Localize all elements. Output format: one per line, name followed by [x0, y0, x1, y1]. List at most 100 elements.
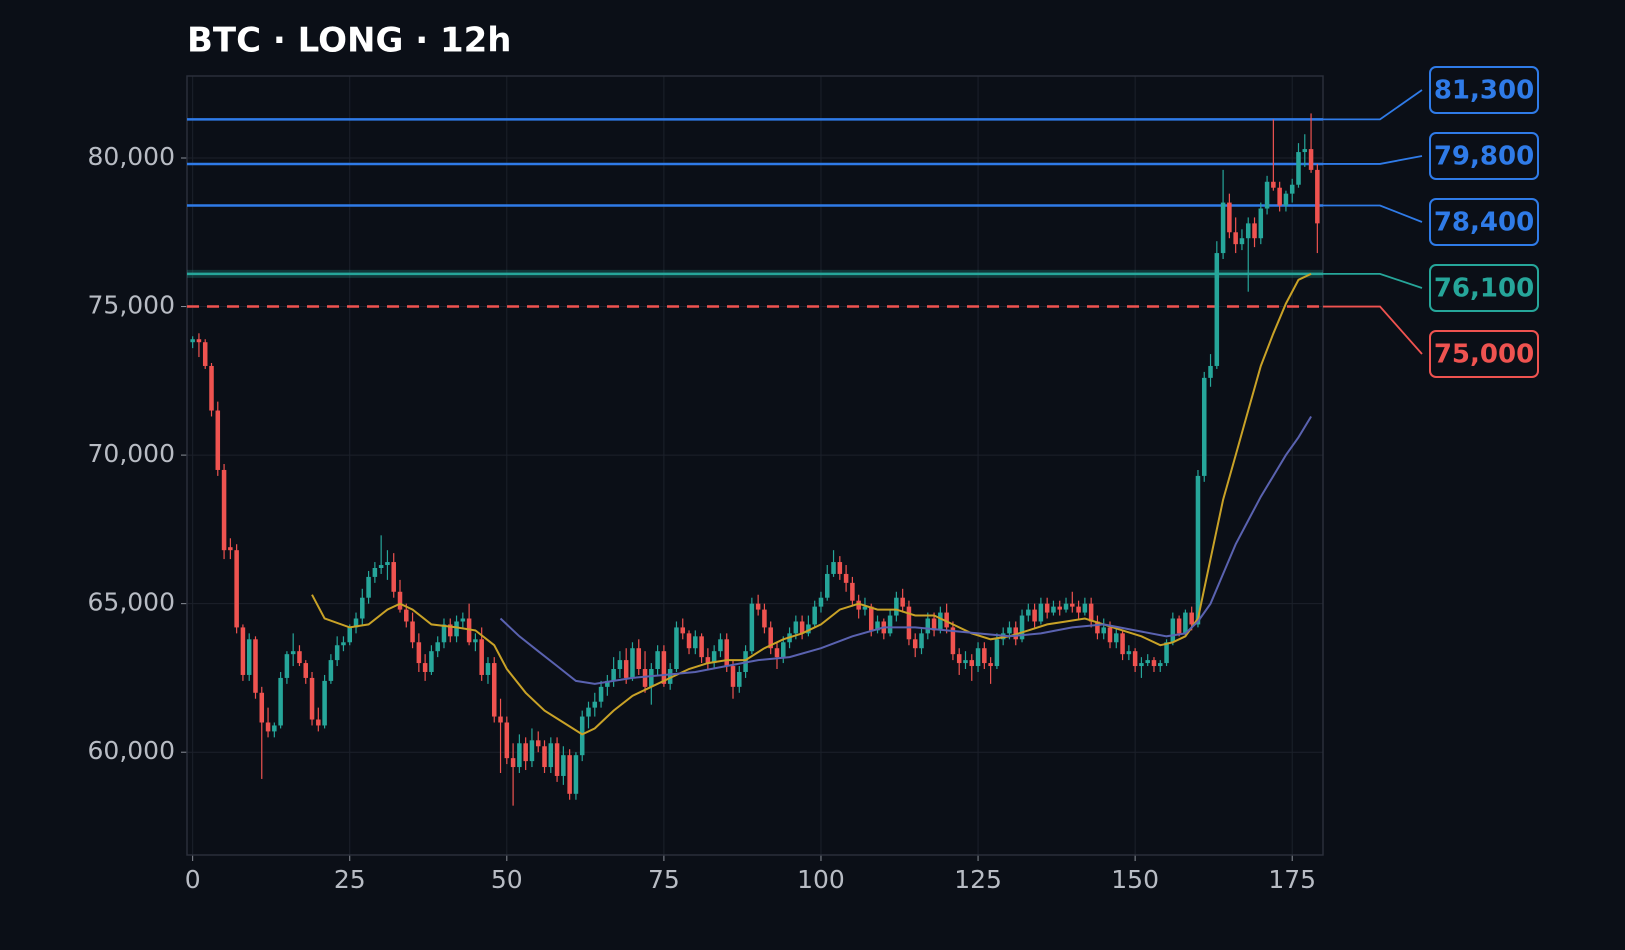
candle-body — [755, 603, 761, 610]
candle-body — [762, 609, 767, 628]
candle-body — [510, 758, 516, 768]
candle-body — [215, 410, 221, 470]
level-label: 79,800 — [1434, 142, 1534, 172]
candle-body — [887, 615, 893, 634]
x-tick-label: 25 — [334, 865, 366, 894]
candle-body — [385, 562, 390, 566]
candle-body — [1233, 232, 1238, 245]
candle-body — [699, 636, 704, 658]
candle-body — [950, 627, 956, 655]
candle-body — [272, 725, 277, 732]
candle-body — [1101, 627, 1106, 634]
candle-body — [906, 606, 912, 640]
candle-body — [605, 680, 610, 687]
moving-average — [499, 415, 1312, 685]
candle-body — [234, 550, 239, 628]
candle-body — [573, 755, 579, 794]
candle-body — [1271, 181, 1276, 188]
y-tick-label: 65,000 — [88, 588, 175, 617]
candle-body — [441, 624, 447, 643]
candle-body — [491, 663, 497, 717]
candle-body — [781, 642, 786, 658]
candle-body — [1189, 612, 1194, 625]
candle-body — [397, 591, 403, 610]
candle-body — [372, 568, 378, 577]
candle-body — [686, 633, 692, 649]
candle-body — [448, 624, 453, 637]
candle-body — [202, 342, 208, 366]
chart-title: BTC · LONG · 12h — [187, 21, 511, 61]
candle-body — [931, 618, 937, 631]
candle-body — [391, 562, 396, 592]
candle-body — [1170, 618, 1176, 643]
candle-body — [1258, 208, 1264, 239]
candle-body — [523, 743, 528, 762]
candle-body — [246, 639, 252, 675]
x-tick-label: 50 — [491, 865, 523, 894]
candle-body — [818, 597, 824, 607]
candle-body — [630, 648, 635, 678]
candle-body — [667, 669, 673, 684]
candle-body — [1139, 663, 1144, 667]
candle-body — [680, 627, 686, 634]
candle-body — [1019, 615, 1025, 640]
candle-body — [850, 582, 855, 601]
candle-body — [1164, 642, 1169, 664]
candle-body — [875, 621, 880, 631]
level-label: 78,400 — [1434, 208, 1534, 238]
candle-body — [1114, 633, 1119, 643]
candle-body — [1082, 603, 1088, 613]
candle-body — [529, 740, 535, 762]
candle-body — [284, 654, 290, 678]
level-label-box — [1429, 198, 1539, 246]
candle-body — [982, 648, 987, 664]
level-connector — [1323, 89, 1423, 121]
x-tick-label: 100 — [797, 865, 845, 894]
candle-body — [994, 639, 1000, 667]
x-tick-label: 125 — [954, 865, 1002, 894]
plot-frame — [186, 75, 1324, 856]
candle-body — [485, 663, 491, 675]
candle-body — [1264, 181, 1270, 209]
candle-body — [240, 627, 246, 675]
level-connector — [1323, 155, 1423, 165]
candle-body — [799, 621, 805, 634]
candle-body — [378, 565, 384, 568]
candle-body — [1315, 169, 1320, 224]
candle-body — [938, 612, 943, 631]
candle-body — [730, 666, 736, 687]
candle-body — [309, 677, 315, 720]
candle-body — [416, 642, 422, 664]
candle-body — [1289, 184, 1295, 194]
candle-body — [975, 648, 981, 667]
level-label-box — [1429, 66, 1539, 114]
candle-body — [1063, 603, 1069, 610]
candle-body — [228, 547, 233, 551]
candle-body — [705, 657, 711, 664]
candle-body — [1195, 475, 1201, 625]
candle-body — [1107, 627, 1113, 643]
candle-body — [1245, 223, 1251, 239]
candle-body — [824, 573, 830, 598]
candle-body — [366, 576, 371, 598]
candle-body — [479, 639, 484, 675]
level-connector — [1323, 305, 1423, 355]
candle-body — [623, 660, 629, 678]
candle-body — [259, 692, 265, 723]
candle-body — [1227, 202, 1232, 233]
candle-body — [473, 639, 478, 643]
candle-body — [265, 722, 271, 732]
candle-body — [655, 651, 660, 670]
candle-body — [253, 639, 258, 693]
candle-body — [1051, 606, 1056, 613]
candle-body — [1032, 609, 1037, 622]
candle-body — [988, 663, 993, 667]
candle-body — [1239, 238, 1245, 245]
candle-body — [1007, 627, 1012, 634]
candle-body — [322, 680, 327, 726]
candle-body — [1057, 606, 1062, 610]
candle-body — [542, 746, 547, 768]
candle-body — [919, 633, 924, 649]
candle-body — [642, 669, 648, 687]
